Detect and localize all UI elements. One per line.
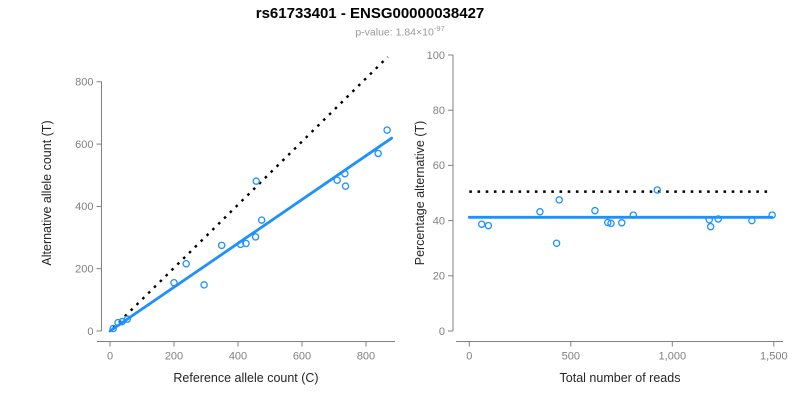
y-tick-label: 200 — [75, 264, 93, 276]
y-tick-label: 400 — [75, 201, 93, 213]
fit-line — [108, 136, 394, 333]
reference-line — [112, 56, 389, 329]
data-point — [536, 208, 544, 216]
data-point — [555, 196, 563, 204]
y-tick-label: 600 — [75, 139, 93, 151]
data-point — [341, 169, 349, 178]
data-point — [123, 315, 132, 323]
p-value-subtitle: p-value: 1.84×10-97 — [0, 24, 800, 39]
data-point — [109, 324, 117, 333]
data-point — [333, 176, 341, 184]
data-point — [552, 239, 561, 247]
p-value-text: p-value: 1.84×10 — [355, 26, 434, 39]
data-point — [257, 216, 266, 224]
y-tick-label: 80 — [433, 105, 445, 117]
data-point — [603, 218, 612, 227]
y-axis-title: Alternative allele count (T) — [40, 120, 54, 265]
data-point — [714, 215, 722, 223]
data-point — [618, 219, 626, 227]
x-tick-label: 600 — [293, 351, 311, 363]
x-tick-label: 500 — [562, 351, 580, 363]
p-value-exponent: -97 — [433, 24, 445, 33]
y-tick-label: 40 — [433, 215, 445, 227]
data-point — [768, 211, 776, 219]
y-tick-label: 800 — [75, 77, 93, 89]
data-point — [251, 233, 260, 241]
data-point — [200, 281, 208, 289]
x-tick-label: 0 — [107, 351, 113, 363]
y-tick-label: 0 — [87, 326, 93, 338]
y-tick-label: 0 — [439, 326, 445, 338]
x-tick-label: 1,000 — [659, 351, 687, 363]
data-point — [217, 241, 226, 250]
y-axis-title: Percentage alternative (T) — [413, 121, 427, 266]
x-axis-title: Total number of reads — [560, 371, 681, 385]
data-point — [114, 318, 122, 327]
data-point — [705, 216, 713, 224]
data-point — [477, 220, 486, 228]
figure-title: rs61733401 - ENSG00000038427 — [255, 5, 485, 22]
data-point — [341, 182, 350, 190]
data-point — [383, 126, 391, 134]
data-point — [748, 216, 756, 225]
data-point — [591, 206, 599, 215]
data-point — [607, 219, 615, 228]
x-tick-label: 200 — [165, 351, 183, 363]
data-point — [484, 221, 493, 230]
data-point — [653, 186, 662, 194]
y-tick-label: 60 — [433, 160, 445, 172]
x-tick-label: 400 — [229, 351, 247, 363]
x-axis-title: Reference allele count (C) — [173, 371, 318, 385]
data-point — [706, 222, 715, 231]
data-point — [170, 278, 178, 287]
x-tick-label: 800 — [357, 351, 375, 363]
data-point — [252, 177, 260, 185]
data-point — [374, 149, 382, 158]
data-point — [182, 259, 190, 268]
data-point — [629, 211, 638, 219]
x-tick-label: 1,500 — [760, 351, 788, 363]
y-tick-label: 100 — [427, 50, 445, 62]
y-tick-label: 20 — [433, 271, 445, 283]
x-tick-label: 0 — [466, 351, 472, 363]
data-point — [242, 239, 250, 248]
